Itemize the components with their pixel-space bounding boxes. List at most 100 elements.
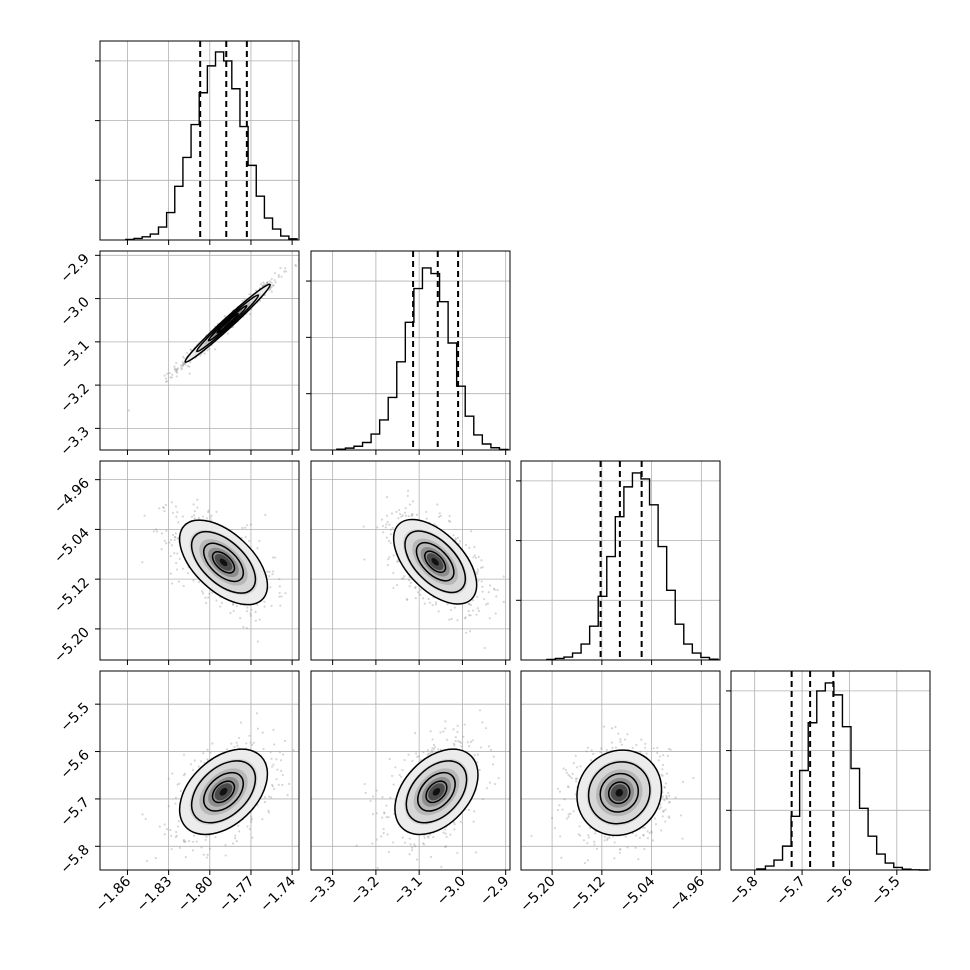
sample-point xyxy=(530,834,533,838)
sample-point xyxy=(175,568,179,571)
sample-point xyxy=(171,772,174,775)
sample-point xyxy=(464,616,467,619)
contour-line xyxy=(392,518,478,605)
sample-point xyxy=(209,751,212,754)
sample-point xyxy=(214,348,217,351)
sample-point xyxy=(248,827,252,831)
sample-point xyxy=(248,293,251,296)
sample-point xyxy=(263,600,266,603)
sample-point xyxy=(606,837,609,840)
sample-point xyxy=(262,281,265,284)
sample-point xyxy=(182,362,185,365)
sample-point xyxy=(403,511,407,514)
sample-point xyxy=(141,813,144,816)
sample-point xyxy=(403,841,407,844)
sample-point xyxy=(270,604,273,608)
sample-point xyxy=(173,365,176,368)
sample-point xyxy=(405,597,408,601)
y-tick-label: −3.0 xyxy=(57,294,92,329)
sample-point xyxy=(646,830,649,833)
sample-point xyxy=(493,588,496,591)
sample-point xyxy=(177,521,180,524)
sample-point xyxy=(404,507,407,510)
sample-point xyxy=(448,514,451,518)
sample-point xyxy=(143,514,146,517)
sample-point xyxy=(256,640,260,643)
sample-point xyxy=(439,514,442,518)
sample-point xyxy=(251,743,254,747)
density-layer xyxy=(127,257,302,412)
sample-point xyxy=(220,601,224,604)
sample-point xyxy=(270,281,273,284)
sample-point xyxy=(177,580,181,583)
sample-point xyxy=(595,847,599,851)
sample-point xyxy=(190,515,194,518)
x-tick-label: −1.77 xyxy=(216,874,258,916)
sample-point xyxy=(619,740,622,743)
sample-point xyxy=(650,830,653,833)
sample-point xyxy=(375,812,378,815)
sample-point xyxy=(610,741,613,744)
sample-point xyxy=(666,754,670,757)
sample-point xyxy=(453,606,456,609)
sample-point xyxy=(408,837,411,840)
sample-point xyxy=(279,604,282,607)
sample-point xyxy=(568,775,571,778)
sample-point xyxy=(166,372,169,375)
sample-point xyxy=(589,759,593,762)
sample-point xyxy=(267,811,271,814)
sample-point xyxy=(444,845,447,849)
sample-point xyxy=(669,748,672,751)
sample-point xyxy=(560,856,563,859)
sample-point xyxy=(662,809,665,812)
sample-point xyxy=(248,734,251,737)
sample-point xyxy=(468,630,472,633)
sample-point xyxy=(657,759,660,762)
sample-point xyxy=(399,512,402,516)
sample-point xyxy=(495,595,498,598)
sample-point xyxy=(391,526,394,530)
sample-point xyxy=(226,332,229,335)
sample-point xyxy=(585,750,588,753)
sample-point xyxy=(249,815,253,818)
sample-point xyxy=(490,748,493,752)
density-fill xyxy=(615,788,624,797)
sample-point xyxy=(452,534,455,537)
sample-point xyxy=(241,299,244,302)
sample-point xyxy=(466,741,469,744)
sample-point xyxy=(261,285,264,288)
sample-point xyxy=(488,781,492,784)
sample-point xyxy=(411,500,415,503)
contour-line xyxy=(216,312,240,334)
sample-point xyxy=(426,835,429,838)
sample-point xyxy=(280,275,283,278)
sample-point xyxy=(178,846,182,849)
sample-point xyxy=(429,855,433,859)
sample-point xyxy=(395,583,399,587)
sample-point xyxy=(314,705,316,707)
sample-point xyxy=(454,735,457,739)
sample-point xyxy=(167,805,170,808)
sample-point xyxy=(476,607,479,610)
sample-point xyxy=(414,845,417,848)
sample-point xyxy=(182,838,186,841)
sample-point xyxy=(411,512,414,516)
sample-point xyxy=(471,599,475,602)
sample-point xyxy=(249,612,252,615)
contour-line xyxy=(178,748,269,836)
sample-point xyxy=(272,728,275,731)
sample-point xyxy=(618,851,621,854)
density-layer xyxy=(362,489,505,650)
sample-point xyxy=(502,575,505,578)
sample-point xyxy=(171,533,175,537)
sample-point xyxy=(494,612,497,615)
sample-point xyxy=(654,823,658,826)
x-tick-label: −1.83 xyxy=(134,874,176,916)
sample-point xyxy=(414,586,417,590)
sample-point xyxy=(448,618,451,621)
sample-point xyxy=(648,831,651,835)
histogram xyxy=(336,267,509,451)
sample-point xyxy=(468,546,471,550)
sample-point xyxy=(271,573,274,576)
sample-point xyxy=(300,257,302,259)
